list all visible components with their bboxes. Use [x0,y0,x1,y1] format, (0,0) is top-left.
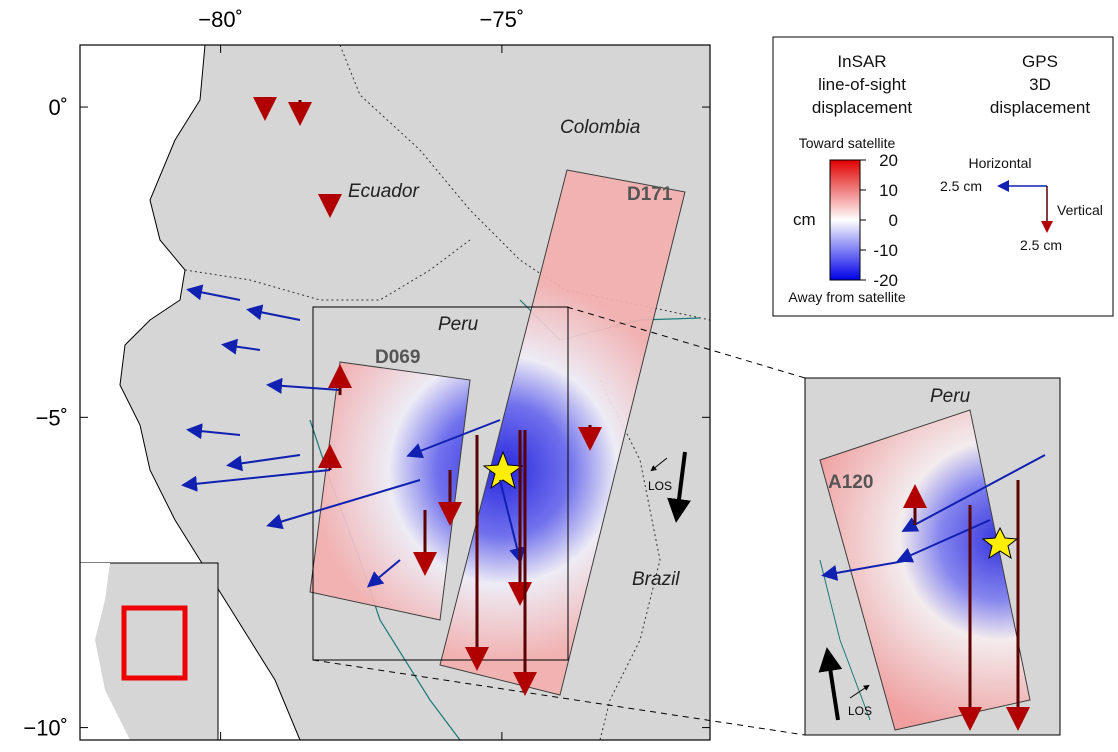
x-tick-label: −75˚ [480,7,525,32]
colorbar-tick-label: 10 [879,181,898,200]
los-label: LOS [848,704,872,718]
country-label: Peru [930,386,971,407]
scale-label: 2.5 cm [1020,237,1062,253]
y-tick-label: 0˚ [48,95,68,120]
country-label: Peru [438,314,479,335]
inset-map: LOS Peru A120 [805,378,1060,735]
y-tick-label: −5˚ [36,405,68,430]
legend-title: line-of-sight [818,75,906,94]
x-tick-label: −80˚ [198,7,243,32]
figure: LOS Colombia Ecuador Peru Brazil D171 D0… [0,0,1118,747]
legend-title: GPS [1022,52,1058,71]
track-label: D069 [375,347,420,368]
main-map: LOS Colombia Ecuador Peru Brazil D171 D0… [80,45,805,740]
country-label: Ecuador [348,181,419,202]
colorbar-top-label: Toward satellite [799,135,896,151]
colorbar-unit: cm [793,210,816,229]
scale-label: 2.5 cm [940,178,982,194]
colorbar [830,160,860,280]
legend-title: displacement [812,98,912,117]
legend-title: 3D [1029,75,1051,94]
los-label: LOS [648,479,672,493]
track-label: D171 [627,184,673,205]
scale-label: Horizontal [968,155,1031,171]
colorbar-bottom-label: Away from satellite [788,289,905,305]
y-tick-label: −10˚ [23,716,68,741]
colorbar-tick-label: -20 [873,271,898,290]
colorbar-tick-label: 20 [879,151,898,170]
legend: InSAR line-of-sight displacement GPS 3D … [773,37,1113,316]
track-label: A120 [828,472,873,493]
country-label: Colombia [560,117,640,138]
legend-title: displacement [990,98,1090,117]
colorbar-tick-label: 0 [889,211,898,230]
legend-title: InSAR [837,52,886,71]
scale-label: Vertical [1057,202,1103,218]
colorbar-tick-label: -10 [873,241,898,260]
country-label: Brazil [632,569,680,590]
